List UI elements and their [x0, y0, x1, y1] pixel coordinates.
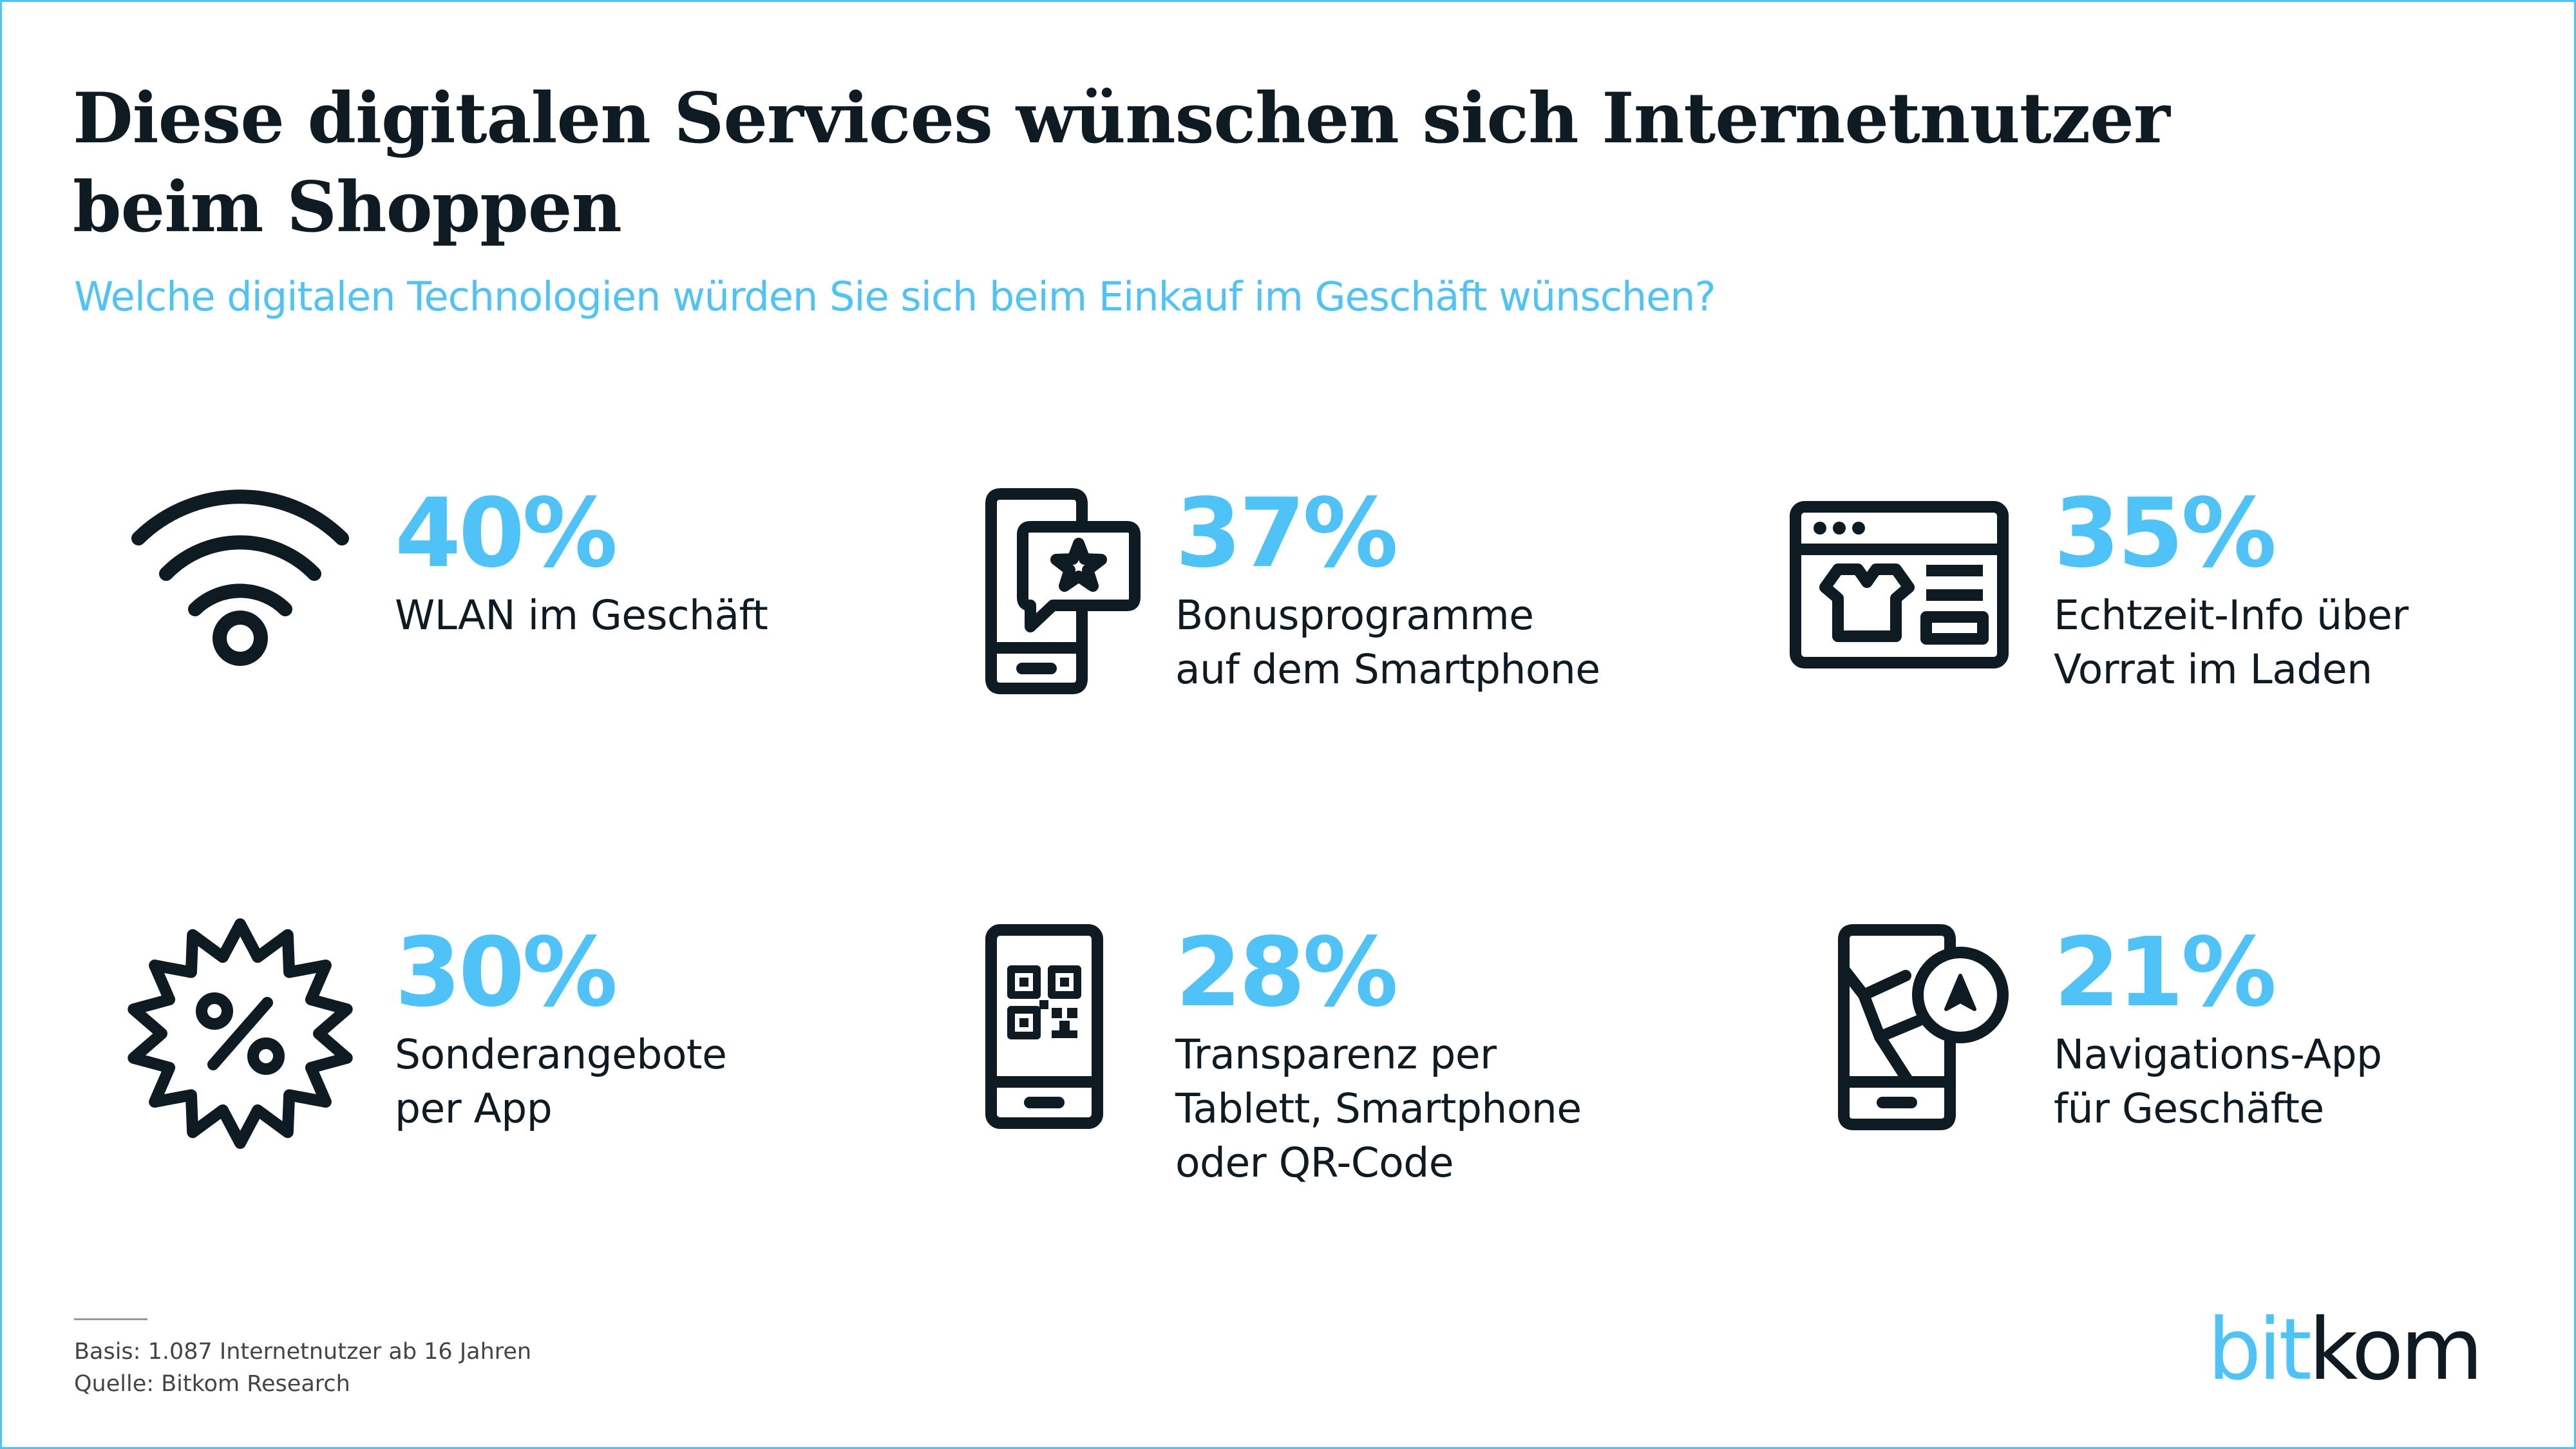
wifi-icon	[131, 484, 350, 670]
logo-part-kom: kom	[2308, 1300, 2483, 1399]
percent-badge-icon	[124, 918, 356, 1150]
stat-item-sonderangebote: 30% Sonderangebote per App	[128, 918, 871, 1245]
stat-item-bonusprogramme: 37% Bonusprogramme auf dem Smartphone	[911, 478, 1652, 806]
footnote-basis: Basis: 1.087 Internetnutzer ab 16 Jahren	[74, 1339, 532, 1365]
online-shop-window-icon	[1790, 501, 2009, 668]
stat-label: Sonderangebote per App	[395, 1031, 727, 1132]
stat-item-echtzeit-info: 35% Echtzeit-Info über Vorrat im Laden	[1790, 478, 2530, 806]
smartphone-navigation-icon	[1838, 924, 2018, 1130]
stat-percent: 28%	[1175, 917, 1398, 1028]
stat-label: Echtzeit-Info über Vorrat im Laden	[2054, 592, 2409, 693]
bitkom-logo: bitkom	[2207, 1300, 2483, 1399]
stat-percent: 30%	[395, 917, 618, 1028]
footnote-source: Quelle: Bitkom Research	[74, 1371, 350, 1397]
stat-item-navigations-app: 21% Navigations-App für Geschäfte	[1790, 918, 2530, 1245]
stat-label: Navigations-App für Geschäfte	[2054, 1031, 2382, 1132]
footnote-divider	[74, 1318, 147, 1320]
stat-label: WLAN im Geschäft	[395, 592, 768, 639]
logo-part-bit: bit	[2207, 1300, 2312, 1399]
stat-item-transparenz: 28% Transparenz per Tablett, Smartphone …	[911, 918, 1652, 1245]
stat-label: Transparenz per Tablett, Smartphone oder…	[1175, 1031, 1582, 1186]
stat-percent: 35%	[2054, 478, 2277, 589]
smartphone-qr-code-icon	[985, 924, 1108, 1130]
smartphone-star-icon	[985, 488, 1141, 694]
page-title: Diese digitalen Services wünschen sich I…	[73, 78, 2170, 248]
stat-item-wlan: 40% WLAN im Geschäft	[131, 478, 871, 806]
stat-label: Bonusprogramme auf dem Smartphone	[1175, 592, 1600, 693]
page-subtitle: Welche digitalen Technologien würden Sie…	[74, 273, 1716, 320]
stat-percent: 21%	[2054, 917, 2277, 1028]
stat-percent: 37%	[1175, 478, 1398, 589]
stat-percent: 40%	[395, 478, 618, 589]
